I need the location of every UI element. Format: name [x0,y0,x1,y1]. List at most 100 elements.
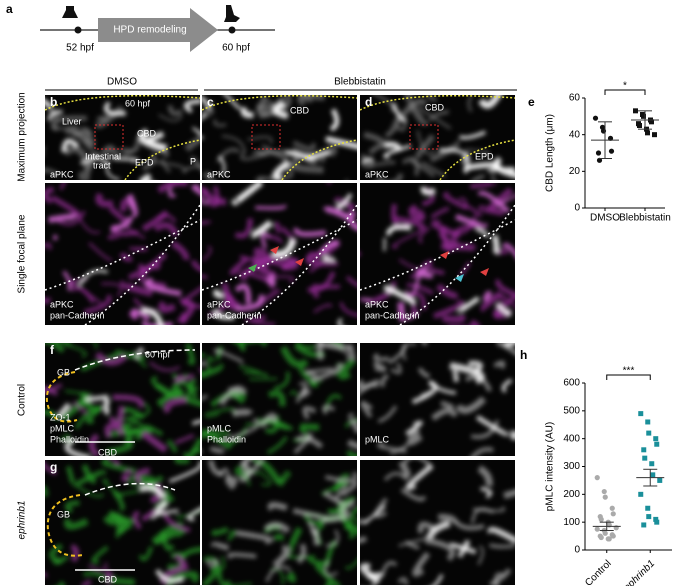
outline [241,204,358,326]
label: pan-Cadherin [207,310,262,320]
point [645,419,651,425]
label: 52 hpf [66,43,94,54]
signal [239,460,265,483]
signal [398,460,411,478]
micrograph-texture [360,460,515,585]
signal [81,579,92,585]
signal [463,161,497,174]
signal [341,517,355,539]
signal [407,427,423,446]
signal [64,500,80,514]
point [645,130,650,136]
signal [191,184,200,196]
signal [324,471,357,483]
signal [45,485,49,497]
signal [296,543,307,564]
signal [74,484,105,498]
signal [504,343,515,346]
point [638,491,644,497]
signal [490,172,496,180]
signal [232,408,254,417]
signal [225,476,239,490]
roi [94,124,124,150]
micrograph [360,343,515,456]
signal [265,565,291,583]
signal [137,263,147,283]
signal [190,259,200,272]
signal [307,521,319,537]
signal [405,463,434,491]
signal [78,269,109,287]
signal [346,439,357,449]
signal [416,267,434,279]
signal [158,113,183,122]
signal [226,530,237,542]
y-tick-label: 0 [574,545,580,556]
signal [47,213,78,223]
signal [251,314,267,323]
signal [121,407,145,420]
signal [477,190,511,214]
signal [469,183,497,189]
signal [150,509,179,520]
signal [458,130,486,140]
signal [45,297,51,304]
signal [168,460,200,483]
signal [494,572,504,585]
gb-outline [46,494,84,557]
signal [95,105,125,129]
signal [289,156,324,174]
signal [138,546,154,562]
signal [205,411,220,418]
label: Control [17,384,28,416]
signal [240,150,269,161]
signal [272,100,289,119]
signal [105,570,114,585]
signal [192,126,200,135]
label: aPKC [50,169,74,179]
point [646,430,652,436]
signal [218,155,226,175]
micrograph-texture [202,343,357,456]
signal [58,581,65,585]
signal [280,345,309,368]
signal [173,554,187,567]
signal [267,390,286,407]
signal [231,183,264,206]
label: tract [93,160,111,170]
signal [59,183,66,191]
roi [409,124,439,150]
signal [266,274,276,286]
signal [475,415,509,437]
signal [167,105,183,117]
signal [449,542,477,555]
signal [440,400,455,410]
signal [224,95,241,111]
point [641,447,647,453]
micrograph-texture [360,95,515,180]
signal [122,142,140,156]
signal [295,381,308,404]
signal [85,394,109,402]
signal [470,419,500,439]
signal [329,108,340,132]
signal [81,464,97,485]
signal [101,282,123,297]
signal [302,406,317,420]
point [646,514,652,520]
signal [202,274,208,279]
signal [324,559,339,576]
signal [380,374,389,388]
signal [310,271,336,292]
label: b [50,95,57,109]
signal [307,557,330,566]
signal [141,210,169,232]
signal [432,574,444,585]
signal [184,164,200,174]
label: CBD [425,102,445,112]
y-tick-label: 300 [563,461,580,472]
signal [313,303,333,314]
signal [129,246,148,252]
signal [254,175,263,180]
signal [152,160,186,174]
